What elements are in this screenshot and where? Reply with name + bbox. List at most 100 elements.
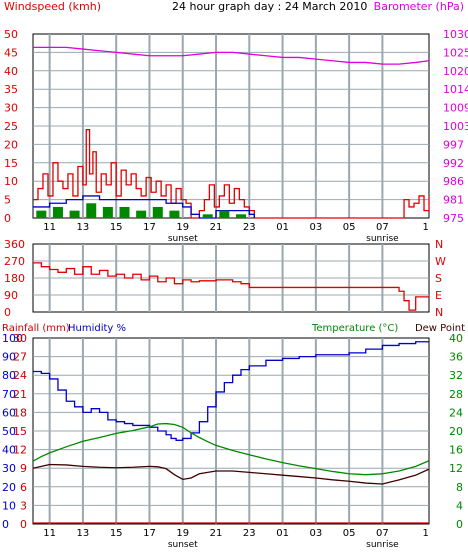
wind-bar — [136, 210, 147, 218]
winddir-tick-label: 0 — [4, 306, 11, 319]
humidity-tick-label: 50 — [2, 425, 16, 438]
humidity-tick-label: 20 — [2, 481, 16, 494]
temperature-tick-label: 16 — [449, 444, 463, 457]
rainfall-tick-label: 30 — [13, 332, 27, 345]
compass-tick-label: N — [435, 238, 443, 251]
rainfall-tick-label: 27 — [13, 351, 27, 364]
winddir-tick-label: 180 — [4, 272, 25, 285]
time-tick-label: 13 — [77, 528, 90, 539]
winddir-tick-label: 90 — [4, 289, 18, 302]
wind-bar — [86, 203, 97, 218]
rainfall-tick-label: 24 — [13, 369, 27, 382]
temperature-tick-label: 32 — [449, 369, 463, 382]
time-tick-label: 15 — [110, 222, 123, 233]
time-tick-label: 05 — [343, 528, 356, 539]
time-tick-label: 03 — [309, 222, 322, 233]
humidity-axis-label: Humidity % — [68, 323, 126, 334]
wind-bar — [36, 210, 47, 218]
temperature-tick-label: 0 — [456, 518, 463, 531]
windspeed-tick-label: 25 — [4, 120, 18, 133]
humidity-tick-label: 80 — [2, 369, 16, 382]
time-tick-label: 07 — [376, 528, 389, 539]
barometer-tick-label: 997 — [443, 138, 464, 151]
time-tick-label: 21 — [210, 222, 223, 233]
windspeed-tick-label: 15 — [4, 157, 18, 170]
windspeed-tick-label: 50 — [4, 28, 18, 41]
humidity-tick-label: 90 — [2, 351, 16, 364]
rainfall-axis-label: Rainfall (mm) — [2, 323, 70, 334]
time-tick-label: 23 — [243, 222, 256, 233]
rainfall-tick-label: 18 — [13, 406, 27, 419]
time-tick-label: 01 — [276, 528, 289, 539]
windspeed-tick-label: 35 — [4, 83, 18, 96]
windspeed-tick-label: 45 — [4, 46, 18, 59]
time-tick-label: 03 — [309, 528, 322, 539]
barometer-axis-label: Barometer (hPa) — [374, 0, 464, 13]
humidity-tick-label: 30 — [2, 462, 16, 475]
rainfall-tick-label: 21 — [13, 388, 27, 401]
humidity-tick-label: 0 — [2, 518, 9, 531]
temperature-axis-label: Temperature (°C) — [311, 323, 398, 334]
humidity-tick-label: 100 — [2, 332, 23, 345]
temperature-tick-label: 4 — [456, 499, 463, 512]
time-tick-label: 15 — [110, 528, 123, 539]
windspeed-tick-label: 30 — [4, 102, 18, 115]
time-tick-label: 17 — [143, 222, 156, 233]
wind-bar — [202, 214, 213, 218]
compass-tick-label: W — [435, 255, 446, 268]
wind-bar — [235, 214, 246, 218]
dewpoint-axis-label: Dew Point — [415, 323, 465, 334]
time-tick-label: 19 — [176, 222, 189, 233]
dewpoint-line — [32, 463, 430, 485]
sunset-label: sunset — [168, 540, 198, 550]
time-tick-label: 01 — [276, 222, 289, 233]
time-tick-label: 21 — [210, 528, 223, 539]
temperature-tick-label: 24 — [449, 406, 463, 419]
barometer-tick-label: 1014 — [443, 83, 468, 96]
chart-title: 24 hour graph day : 24 March 2010 — [172, 0, 367, 13]
barometer-tick-label: 981 — [443, 194, 464, 207]
wind-bar — [52, 206, 63, 218]
wind-bar — [69, 210, 80, 218]
compass-tick-label: N — [435, 306, 443, 319]
temperature-tick-label: 36 — [449, 351, 463, 364]
barometer-tick-label: 1009 — [443, 102, 468, 115]
temperature-tick-label: 28 — [449, 388, 463, 401]
barometer-tick-label: 1003 — [443, 120, 468, 133]
windspeed-tick-label: 5 — [4, 194, 11, 207]
wind-bar — [102, 206, 113, 218]
humidity-line — [33, 341, 429, 441]
humidity-tick-label: 60 — [2, 406, 16, 419]
rainfall-tick-label: 9 — [20, 462, 27, 475]
barometer-tick-label: 975 — [443, 212, 464, 225]
rainfall-tick-label: 6 — [20, 481, 27, 494]
windspeed-tick-label: 20 — [4, 138, 18, 151]
wind-gust-line — [33, 129, 430, 219]
temperature-tick-label: 40 — [449, 332, 463, 345]
barometer-line — [33, 46, 430, 65]
wind-bar — [169, 210, 180, 218]
windspeed-tick-label: 10 — [4, 175, 18, 188]
time-tick-label: 17 — [143, 528, 156, 539]
time-tick-label: 05 — [343, 222, 356, 233]
time-tick-label: 11 — [43, 222, 56, 233]
rainfall-tick-label: 15 — [13, 425, 27, 438]
humidity-tick-label: 70 — [2, 388, 16, 401]
time-tick-label: 07 — [376, 222, 389, 233]
winddir-line — [33, 262, 430, 311]
time-tick-label: 1 — [422, 222, 428, 233]
barometer-tick-label: 992 — [443, 157, 464, 170]
rainfall-tick-label: 12 — [13, 444, 27, 457]
rainfall-tick-label: 3 — [20, 499, 27, 512]
time-tick-label: 23 — [243, 528, 256, 539]
barometer-tick-label: 1030 — [443, 28, 468, 41]
barometer-tick-label: 1020 — [443, 65, 468, 78]
time-tick-label: 13 — [77, 222, 90, 233]
sunrise-label: sunrise — [366, 234, 399, 244]
windspeed-tick-label: 40 — [4, 65, 18, 78]
barometer-tick-label: 986 — [443, 175, 464, 188]
temperature-tick-label: 8 — [456, 481, 463, 494]
windspeed-axis-label: Windspeed (kmh) — [4, 0, 101, 13]
barometer-tick-label: 1025 — [443, 46, 468, 59]
